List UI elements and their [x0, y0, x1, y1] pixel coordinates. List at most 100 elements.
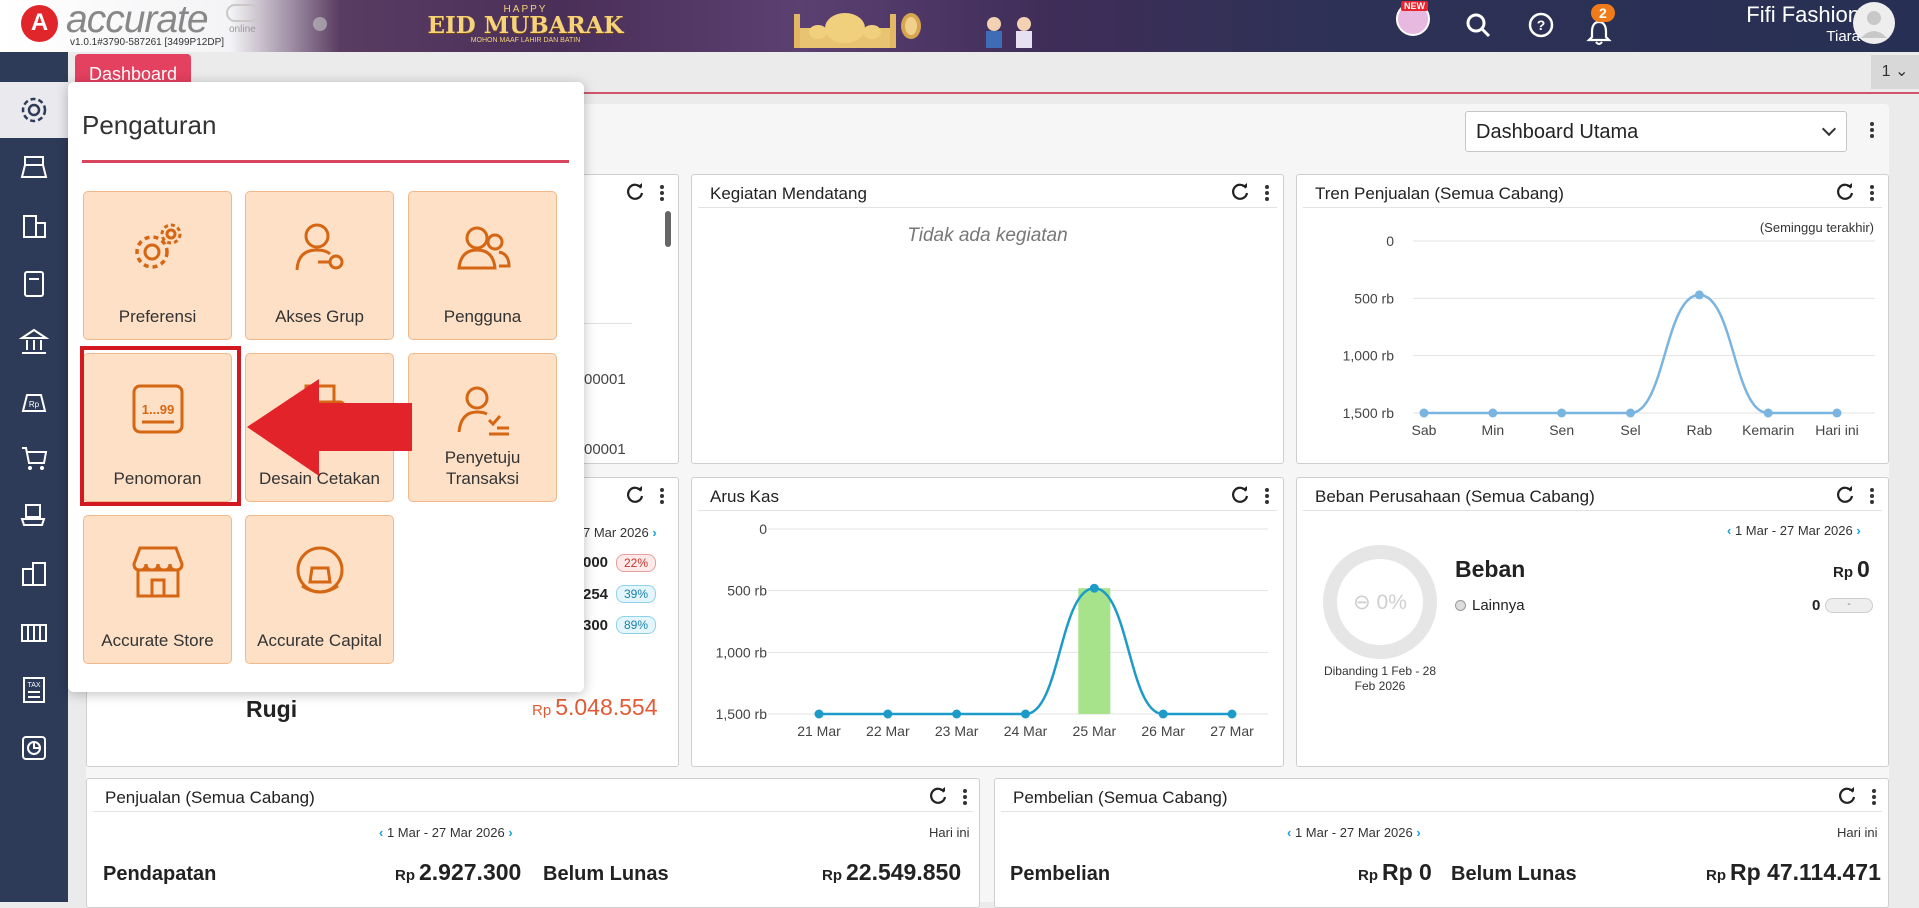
building-icon	[23, 215, 46, 238]
tab-count-dropdown[interactable]: 1 ⌄	[1871, 55, 1919, 89]
sales-trend-chart: 1,500 rb 1,000 rb 500 rb 0 Sab Min Sen Sel Rab Ke…	[1343, 233, 1875, 438]
chevron-down-icon	[1821, 121, 1837, 137]
row-value: 000	[583, 554, 609, 571]
data-point	[814, 709, 824, 719]
partial-number-1: 00001	[584, 371, 626, 388]
divider	[93, 811, 973, 812]
version-text: v1.0.1#3790-587261 [3499P12DP]	[70, 37, 225, 48]
sidebar-item-company[interactable]	[0, 198, 68, 254]
dashboard-select[interactable]: Dashboard Utama	[1465, 111, 1847, 152]
card-menu-icon[interactable]	[1265, 183, 1271, 203]
tile-penyetuju-transaksi[interactable]: Penyetuju Transaksi	[408, 353, 557, 502]
sidebar-item-finance[interactable]: Rp	[0, 372, 68, 428]
settings-title: Pengaturan	[82, 110, 217, 140]
sidebar-item-tax[interactable]: TAX	[0, 662, 68, 718]
x-tick-label: Rab	[1686, 422, 1712, 438]
user-avatar[interactable]	[1853, 2, 1895, 44]
refresh-icon[interactable]	[1837, 786, 1857, 806]
profit-loss-value: Rp 5.048.554	[532, 694, 658, 720]
search-icon[interactable]	[1465, 12, 1491, 38]
series-line	[819, 586, 1232, 716]
bell-icon[interactable]	[1586, 20, 1612, 46]
x-tick-label: 21 Mar	[797, 723, 841, 739]
sidebar-item-purchase[interactable]	[0, 488, 68, 544]
chevron-left-icon[interactable]: ‹	[379, 825, 384, 840]
data-point	[1626, 408, 1635, 418]
expense-donut-chart	[1323, 545, 1437, 659]
cart-icon	[22, 447, 48, 470]
settings-panel: Pengaturan Preferensi Akses Grup Penggun…	[68, 82, 584, 692]
tile-accurate-capital[interactable]: Accurate Capital	[245, 515, 394, 664]
app-logo-text[interactable]: accurate	[66, 0, 209, 41]
tile-penomoran[interactable]: 1...99 Penomoran	[83, 353, 232, 502]
title-underline	[82, 160, 569, 163]
card-menu-icon[interactable]	[660, 486, 666, 506]
tile-akses-grup[interactable]: Akses Grup	[245, 191, 394, 340]
chevron-right-icon[interactable]: ›	[1856, 523, 1861, 538]
data-point	[1158, 709, 1168, 719]
chevron-right-icon[interactable]: ›	[508, 825, 513, 840]
help-icon[interactable]: ?	[1528, 12, 1554, 38]
date-range: ‹ 1 Mar - 27 Mar 2026 ›	[1287, 825, 1421, 840]
refresh-icon[interactable]	[1835, 485, 1855, 505]
card-menu-icon[interactable]	[1870, 183, 1876, 203]
x-tick-label: Sab	[1412, 422, 1437, 438]
sidebar-item-assets[interactable]	[0, 604, 68, 660]
sidebar-item-cashier[interactable]	[0, 140, 68, 196]
card-menu-icon[interactable]	[1872, 787, 1878, 807]
report-chart-icon	[22, 736, 46, 760]
data-point	[1227, 709, 1237, 719]
y-tick-label: 500 rb	[727, 583, 767, 599]
card-menu-icon[interactable]	[660, 183, 666, 203]
accurate-logo-icon[interactable]: A	[21, 5, 58, 42]
y-tick-label: 0	[759, 521, 767, 537]
refresh-icon[interactable]	[625, 182, 645, 202]
bar	[1078, 588, 1111, 714]
gear-icon	[21, 97, 47, 123]
refresh-icon[interactable]	[1230, 182, 1250, 202]
svg-text:TAX: TAX	[27, 682, 40, 689]
tile-preferensi[interactable]: Preferensi	[83, 191, 232, 340]
eid-banner: HAPPY EID MUBARAK MOHON MAAF LAHIR DAN B…	[418, 4, 633, 46]
refresh-icon[interactable]	[1230, 485, 1250, 505]
card-title: Tren Penjualan (Semua Cabang)	[1315, 184, 1564, 203]
sidebar-item-settings[interactable]	[0, 82, 68, 138]
svg-text:1...99: 1...99	[142, 402, 175, 417]
user-avatar-icon	[1861, 11, 1887, 38]
card-menu-icon[interactable]	[963, 787, 969, 807]
chevron-right-icon[interactable]: ›	[1416, 825, 1421, 840]
sidebar-item-sales[interactable]	[0, 430, 68, 486]
x-tick-label: Kemarin	[1742, 422, 1794, 438]
sidebar-item-reports[interactable]	[0, 720, 68, 776]
profit-loss-label: Rugi	[246, 696, 298, 722]
card-sales-trend: Tren Penjualan (Semua Cabang) (Seminggu …	[1296, 174, 1889, 464]
money-bag-icon: Rp	[21, 394, 47, 412]
decoration-dot	[313, 17, 327, 31]
card-menu-icon[interactable]	[1870, 486, 1876, 506]
unpaid-label: Belum Lunas	[543, 863, 669, 885]
chevron-right-icon[interactable]: ›	[652, 525, 657, 540]
sidebar-item-bank[interactable]	[0, 314, 68, 370]
sidebar-item-inventory[interactable]	[0, 546, 68, 602]
logo-online-text: online	[229, 24, 256, 35]
tile-accurate-store[interactable]: Accurate Store	[83, 515, 232, 664]
divider	[1001, 811, 1882, 812]
x-tick-label: Min	[1482, 422, 1505, 438]
refresh-icon[interactable]	[1835, 182, 1855, 202]
card-purchases: Pembelian (Semua Cabang) ‹ 1 Mar - 27 Ma…	[994, 778, 1889, 908]
refresh-icon[interactable]	[625, 485, 645, 505]
chevron-left-icon[interactable]: ‹	[1287, 825, 1292, 840]
card-title: Pembelian (Semua Cabang)	[1013, 788, 1228, 807]
expense-value: Rp 0	[1833, 556, 1870, 582]
scrollbar-thumb[interactable]	[665, 211, 671, 247]
x-tick-label: Sen	[1549, 422, 1574, 438]
capital-icon	[296, 546, 344, 594]
dashboard-menu-icon[interactable]	[1870, 120, 1876, 140]
percent-badge: 22%	[616, 554, 657, 572]
tile-pengguna[interactable]: Pengguna	[408, 191, 557, 340]
sidebar-item-ledger[interactable]	[0, 256, 68, 312]
drum-icon	[901, 13, 921, 39]
chevron-left-icon[interactable]: ‹	[1727, 523, 1732, 538]
refresh-icon[interactable]	[928, 786, 948, 806]
card-menu-icon[interactable]	[1265, 486, 1271, 506]
